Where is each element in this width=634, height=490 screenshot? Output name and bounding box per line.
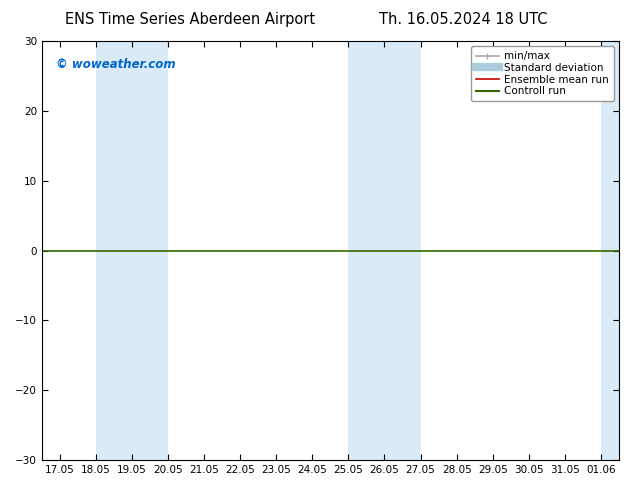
Text: ENS Time Series Aberdeen Airport: ENS Time Series Aberdeen Airport xyxy=(65,12,315,27)
Bar xyxy=(96,41,168,460)
Bar xyxy=(601,41,634,460)
Legend: min/max, Standard deviation, Ensemble mean run, Controll run: min/max, Standard deviation, Ensemble me… xyxy=(470,46,614,101)
Text: © woweather.com: © woweather.com xyxy=(56,58,176,71)
Bar xyxy=(349,41,420,460)
Text: Th. 16.05.2024 18 UTC: Th. 16.05.2024 18 UTC xyxy=(378,12,547,27)
